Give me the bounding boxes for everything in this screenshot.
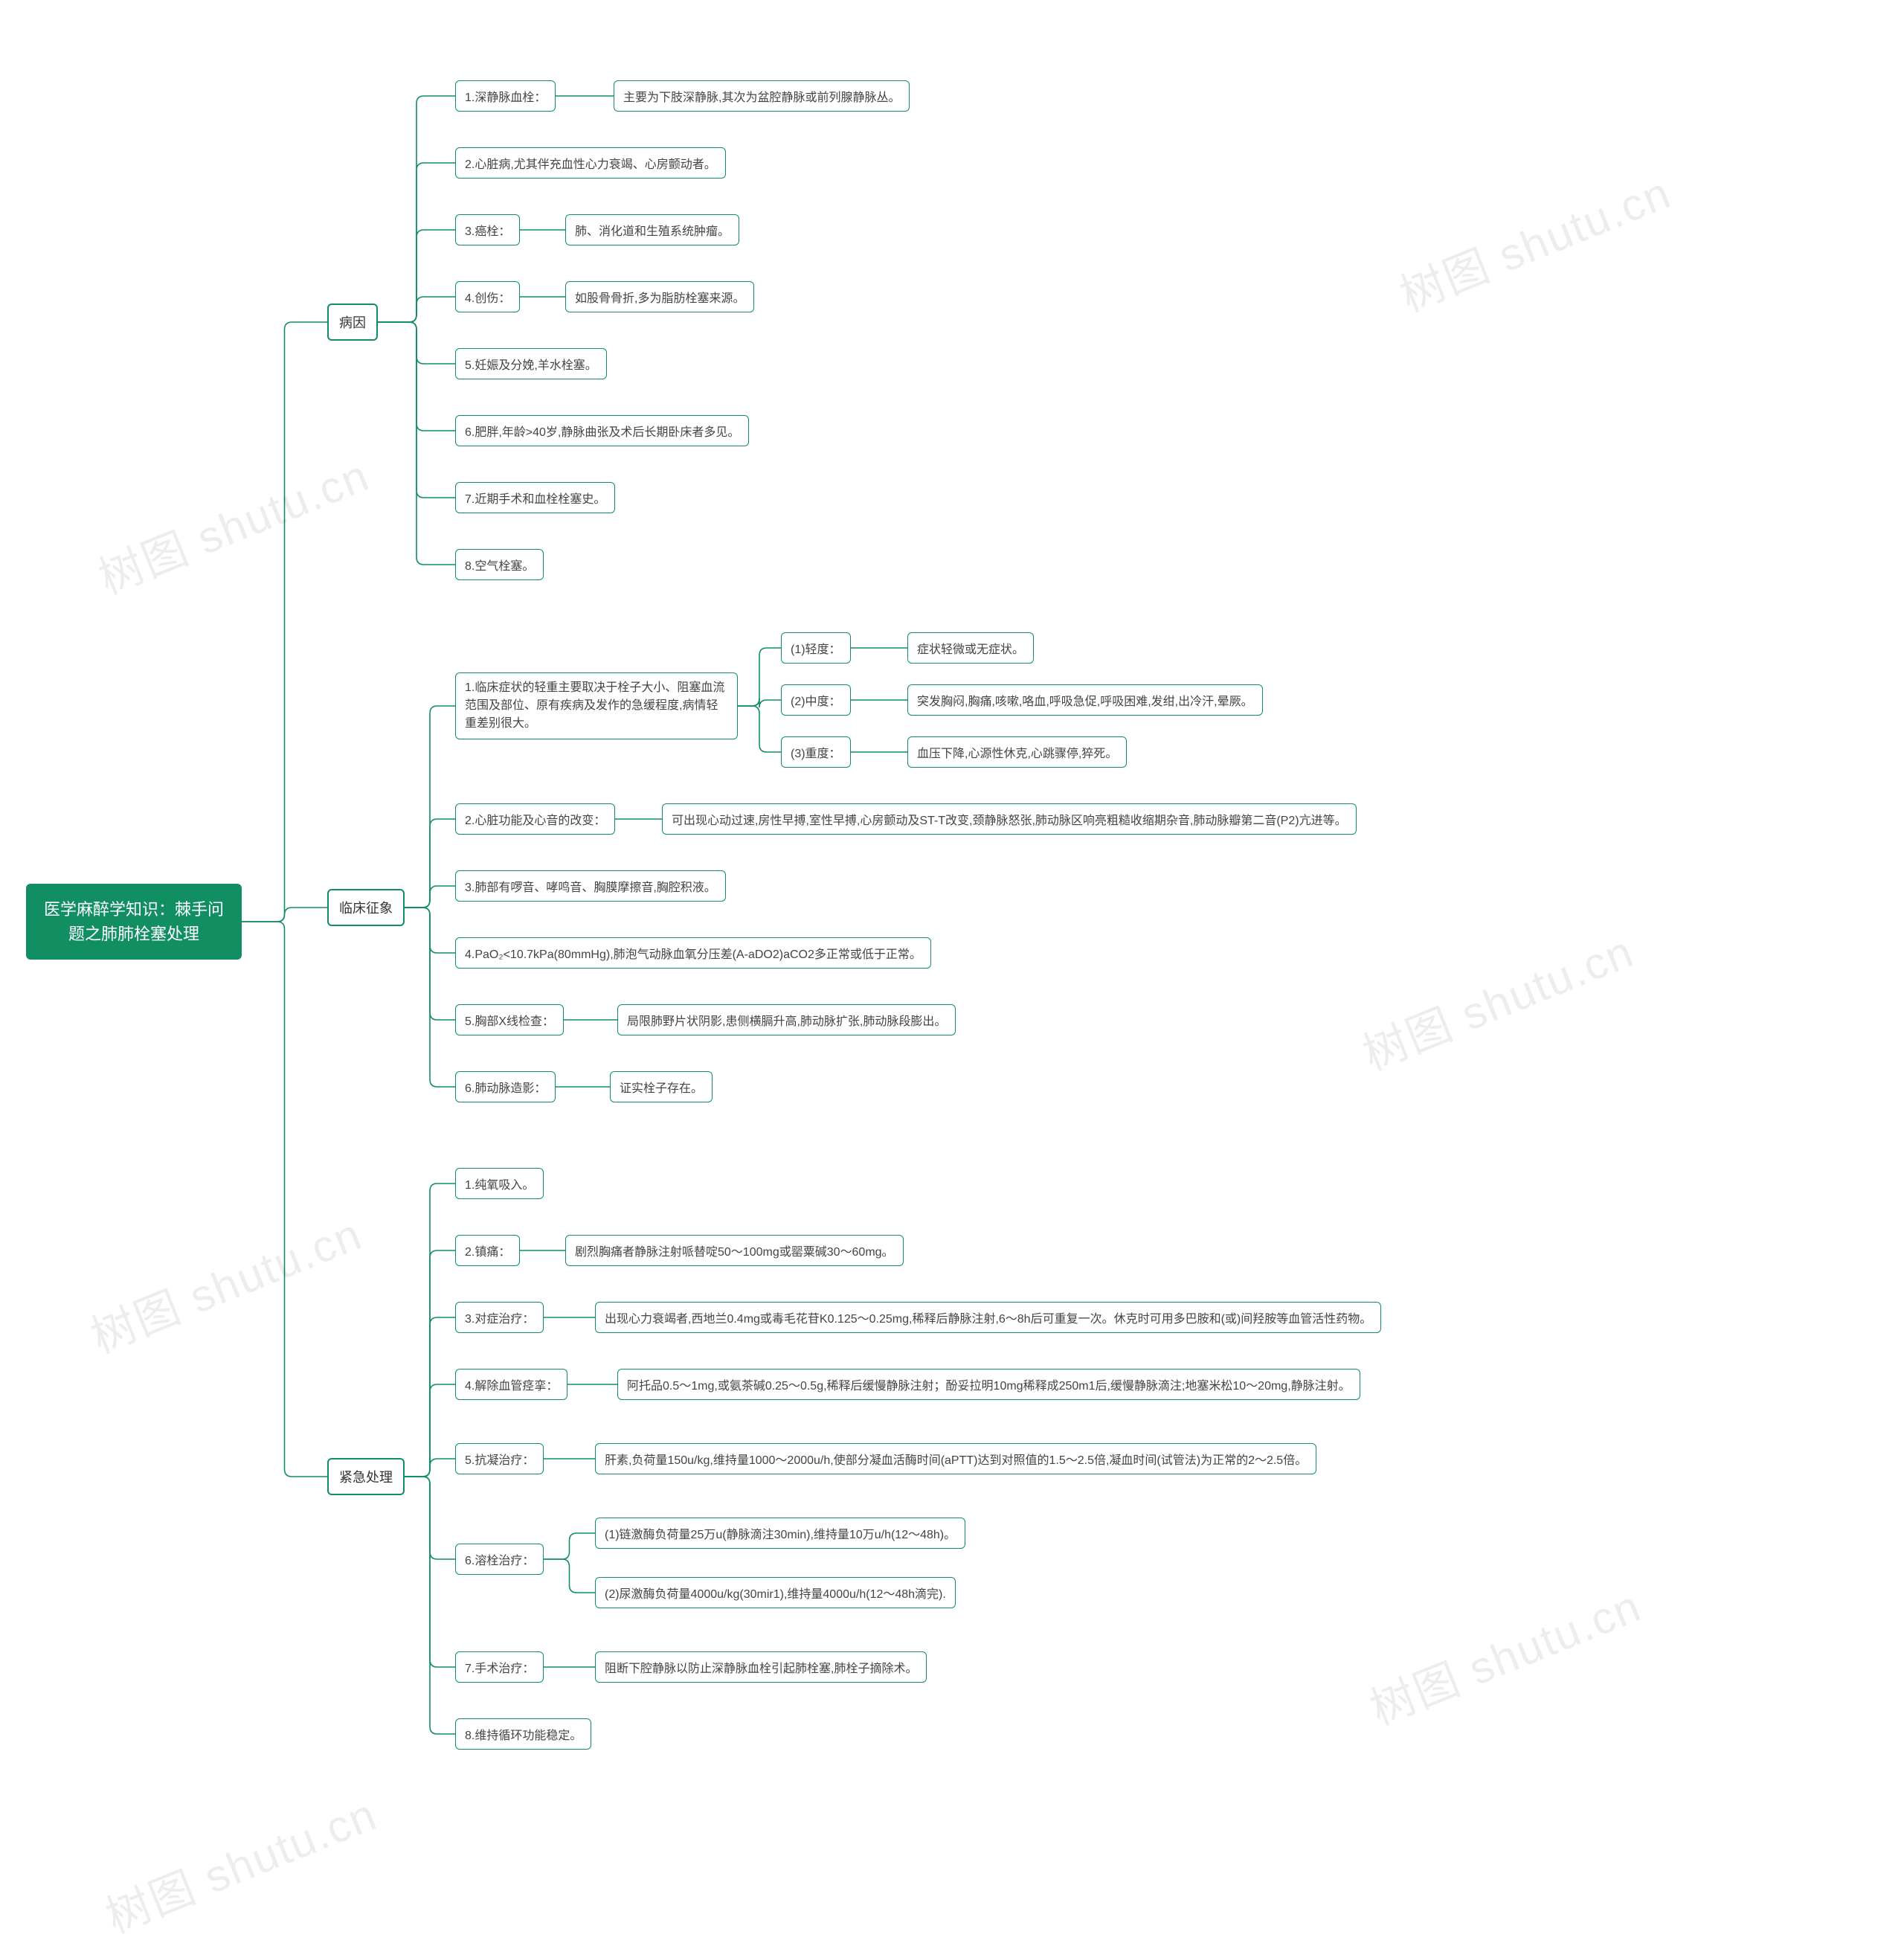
node-e7: 7.手术治疗： xyxy=(455,1651,544,1683)
node-s5: 5.胸部X线检查： xyxy=(455,1004,564,1035)
node-s2-0: 可出现心动过速,房性早搏,室性早搏,心房颤动及ST-T改变,颈静脉怒张,肺动脉区… xyxy=(662,803,1357,835)
node-s4: 4.PaO₂<10.7kPa(80mmHg),肺泡气动脉血氧分压差(A-aDO2… xyxy=(455,937,931,969)
node-e2-0: 剧烈胸痛者静脉注射哌替啶50～100mg或罂粟碱30～60mg。 xyxy=(565,1235,904,1266)
node-e4-0: 阿托品0.5～1mg,或氨茶碱0.25～0.5g,稀释后缓慢静脉注射；酚妥拉明1… xyxy=(617,1369,1360,1400)
node-s1-1-0: 突发胸闷,胸痛,咳嗽,咯血,呼吸急促,呼吸困难,发绀,出冷汗,晕厥。 xyxy=(907,684,1263,716)
node-s1: 1.临床症状的轻重主要取决于栓子大小、阻塞血流范围及部位、原有疾病及发作的急缓程… xyxy=(455,672,738,739)
node-e6-1: (2)尿激酶负荷量4000u/kg(30mir1),维持量4000u/h(12～… xyxy=(595,1577,956,1608)
node-s1-2-0: 血压下降,心源性休克,心跳骤停,猝死。 xyxy=(907,736,1127,768)
node-s1-0: (1)轻度： xyxy=(781,632,851,664)
node-c3-0: 肺、消化道和生殖系统肿瘤。 xyxy=(565,214,739,245)
node-c4: 4.创伤： xyxy=(455,281,520,312)
branch-sign: 临床征象 xyxy=(327,889,405,926)
node-s1-1: (2)中度： xyxy=(781,684,851,716)
node-s1-0-0: 症状轻微或无症状。 xyxy=(907,632,1034,664)
node-e6: 6.溶栓治疗： xyxy=(455,1544,544,1575)
node-c5: 5.妊娠及分娩,羊水栓塞。 xyxy=(455,348,607,379)
root-node: 医学麻醉学知识：棘手问题之肺肺栓塞处理 xyxy=(26,884,242,960)
node-e3-0: 出现心力衰竭者,西地兰0.4mg或毒毛花苷K0.125～0.25mg,稀释后静脉… xyxy=(595,1302,1381,1333)
node-c8: 8.空气栓塞。 xyxy=(455,549,544,580)
node-c1: 1.深静脉血栓： xyxy=(455,80,556,112)
node-e1: 1.纯氧吸入。 xyxy=(455,1168,544,1199)
node-e5: 5.抗凝治疗： xyxy=(455,1443,544,1474)
node-c1-0: 主要为下肢深静脉,其次为盆腔静脉或前列腺静脉丛。 xyxy=(614,80,910,112)
node-s2: 2.心脏功能及心音的改变： xyxy=(455,803,615,835)
node-e8: 8.维持循环功能稳定。 xyxy=(455,1718,591,1750)
node-s6-0: 证实栓子存在。 xyxy=(610,1071,713,1102)
node-e7-0: 阻断下腔静脉以防止深静脉血栓引起肺栓塞,肺栓子摘除术。 xyxy=(595,1651,927,1683)
node-c6: 6.肥胖,年龄>40岁,静脉曲张及术后长期卧床者多见。 xyxy=(455,415,749,446)
node-c4-0: 如股骨骨折,多为脂肪栓塞来源。 xyxy=(565,281,754,312)
branch-emerg: 紧急处理 xyxy=(327,1458,405,1495)
node-e4: 4.解除血管痉挛： xyxy=(455,1369,567,1400)
node-e5-0: 肝素,负荷量150u/kg,维持量1000～2000u/h,使部分凝血活酶时间(… xyxy=(595,1443,1316,1474)
node-s6: 6.肺动脉造影： xyxy=(455,1071,556,1102)
node-s1-2: (3)重度： xyxy=(781,736,851,768)
node-e6-0: (1)链激酶负荷量25万u(静脉滴注30min),维持量10万u/h(12～48… xyxy=(595,1518,965,1549)
node-e2: 2.镇痛： xyxy=(455,1235,520,1266)
node-c3: 3.癌栓： xyxy=(455,214,520,245)
node-e3: 3.对症治疗： xyxy=(455,1302,544,1333)
node-s5-0: 局限肺野片状阴影,患侧横膈升高,肺动脉扩张,肺动脉段膨出。 xyxy=(617,1004,956,1035)
branch-cause: 病因 xyxy=(327,304,378,341)
node-s3: 3.肺部有啰音、哮鸣音、胸膜摩擦音,胸腔积液。 xyxy=(455,870,726,902)
node-c7: 7.近期手术和血栓栓塞史。 xyxy=(455,482,615,513)
node-c2: 2.心脏病,尤其伴充血性心力衰竭、心房颤动者。 xyxy=(455,147,726,179)
